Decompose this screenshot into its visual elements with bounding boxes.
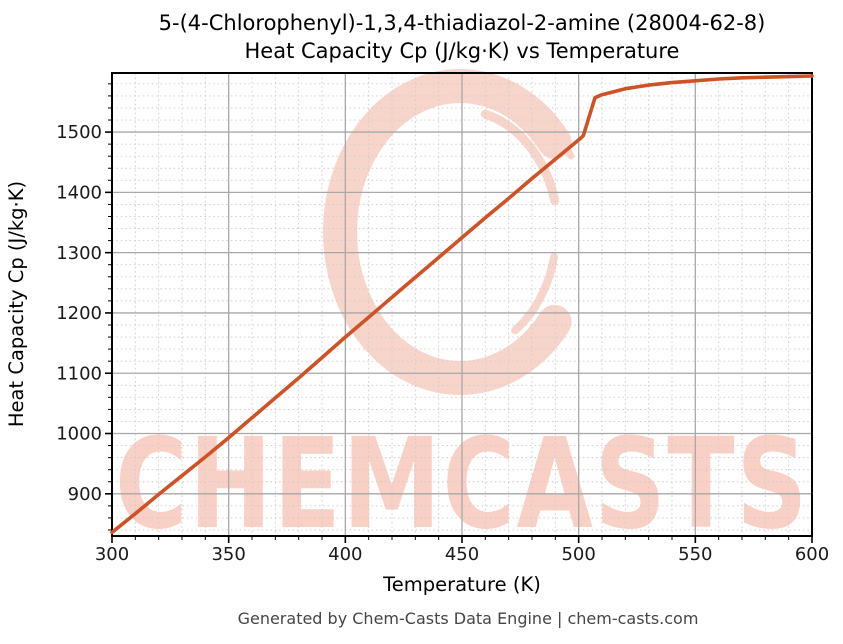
- chart-title: 5-(4-Chlorophenyl)-1,3,4-thiadiazol-2-am…: [159, 11, 766, 35]
- x-tick-label: 400: [328, 544, 362, 565]
- watermark-swoosh-right-icon: [511, 253, 558, 335]
- y-tick-label: 1300: [56, 243, 102, 264]
- axis-ticks: [105, 83, 813, 543]
- watermark-swoosh-top-icon: [480, 109, 560, 205]
- gridlines-major: [112, 73, 812, 536]
- y-tick-label: 1200: [56, 303, 102, 324]
- y-tick-label: 900: [68, 484, 102, 505]
- x-tick-label: 550: [678, 544, 712, 565]
- x-tick-label: 450: [445, 544, 479, 565]
- footer-credit: Generated by Chem-Casts Data Engine | ch…: [238, 609, 699, 628]
- y-tick-labels: 900 1000 1100 1200 1300 1400 1500: [56, 122, 102, 505]
- x-axis-label: Temperature (K): [382, 573, 541, 596]
- y-tick-label: 1500: [56, 122, 102, 143]
- chart-subtitle: Heat Capacity Cp (J/kg·K) vs Temperature: [245, 39, 680, 63]
- y-tick-label: 1400: [56, 182, 102, 203]
- x-tick-label: 350: [211, 544, 245, 565]
- y-axis-label: Heat Capacity Cp (J/kg·K): [5, 181, 28, 427]
- watermark-swoosh-outer-icon: [500, 85, 575, 160]
- watermark-ring-icon: [323, 69, 572, 395]
- y-tick-label: 1100: [56, 363, 102, 384]
- y-tick-label: 1000: [56, 424, 102, 445]
- x-tick-label: 300: [95, 544, 129, 565]
- x-tick-label: 500: [561, 544, 595, 565]
- x-tick-label: 600: [795, 544, 829, 565]
- x-tick-labels: 300 350 400 450 500 550 600: [95, 544, 829, 565]
- cp-curve: [110, 74, 814, 535]
